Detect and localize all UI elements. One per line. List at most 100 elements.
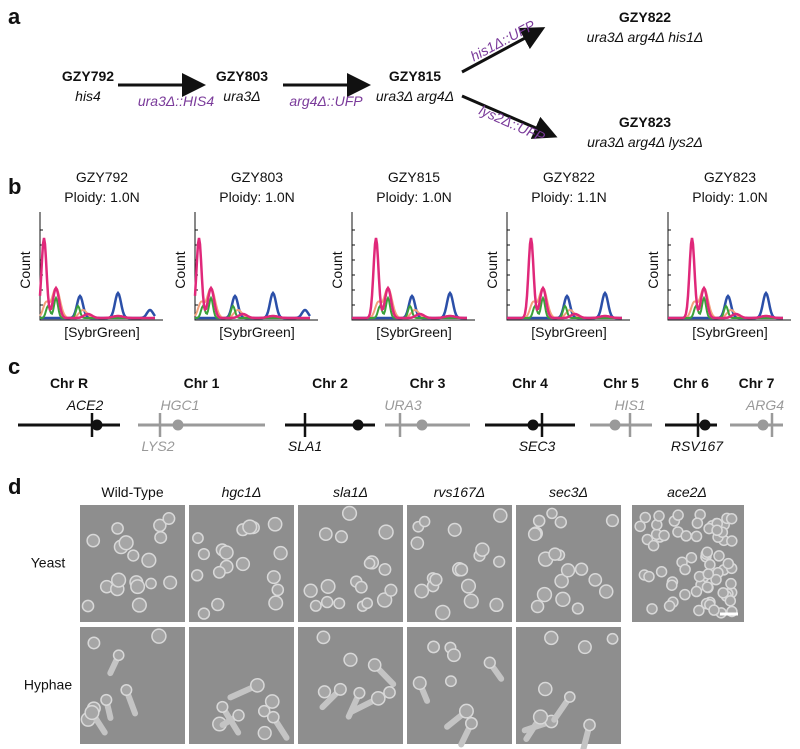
cell <box>658 529 670 542</box>
strain-genotype: ura3Δ <box>223 88 260 104</box>
cell <box>242 519 258 535</box>
histogram-curve <box>195 295 310 319</box>
cell <box>154 530 168 544</box>
plot-ploidy: Ploidy: 1.0N <box>219 189 294 205</box>
cell <box>685 551 698 564</box>
cell <box>378 562 392 576</box>
cell <box>710 573 722 586</box>
histogram-curve <box>668 295 783 319</box>
cell <box>318 527 333 541</box>
x-axis-label: [SybrGreen] <box>531 324 606 340</box>
cell <box>257 725 272 741</box>
column-header: sla1Δ <box>333 484 368 500</box>
cell <box>316 630 331 645</box>
cell <box>598 584 614 599</box>
cell <box>546 507 558 520</box>
gene-name: SLA1 <box>288 438 322 454</box>
histogram-curve <box>40 295 155 319</box>
chromosome-name: Chr 2 <box>312 375 348 391</box>
cell <box>429 573 443 587</box>
cell <box>378 524 394 540</box>
cell <box>267 516 283 532</box>
cell <box>646 603 658 615</box>
strain-name: GZY815 <box>389 68 441 84</box>
column-header: rvs167Δ <box>434 484 485 500</box>
x-axis-label: [SybrGreen] <box>64 324 139 340</box>
cell <box>725 512 738 525</box>
cell <box>537 681 553 697</box>
cell <box>711 524 723 537</box>
cell <box>153 518 167 533</box>
cell <box>212 565 226 579</box>
panel-label: a <box>8 4 21 29</box>
histogram-curve <box>352 237 467 320</box>
arrow-label: his1Δ::UFP <box>468 17 539 65</box>
cell <box>127 549 140 562</box>
cell <box>232 709 245 722</box>
cell <box>672 509 684 521</box>
cell <box>454 562 469 577</box>
cell <box>493 555 506 568</box>
cell <box>370 690 386 706</box>
plot-title: GZY803 <box>231 169 283 185</box>
cell <box>81 599 95 613</box>
cell <box>726 535 738 547</box>
chromosome-name: Chr R <box>50 375 88 391</box>
centromere <box>172 419 184 431</box>
cell <box>655 565 668 578</box>
gene-name: HGC1 <box>161 397 200 413</box>
cell <box>701 581 714 593</box>
micrograph <box>298 627 403 744</box>
cell <box>211 597 225 612</box>
cell <box>679 588 691 601</box>
cell <box>435 604 451 621</box>
cell <box>303 583 318 598</box>
row-label: Yeast <box>31 555 66 571</box>
gene-name: HIS1 <box>614 397 645 413</box>
cell <box>483 656 496 669</box>
cell <box>333 597 346 610</box>
cell <box>354 580 368 594</box>
strain-name: GZY822 <box>619 9 671 25</box>
cell <box>544 630 559 646</box>
cell <box>384 583 398 597</box>
cell <box>717 587 729 599</box>
cell <box>111 522 124 535</box>
cell <box>120 684 133 697</box>
cell <box>555 591 571 608</box>
cell <box>341 505 358 521</box>
cell <box>141 552 157 568</box>
cell <box>666 579 678 591</box>
column-header: hgc1Δ <box>222 484 262 500</box>
centromere <box>416 419 428 431</box>
cell <box>680 530 692 542</box>
cell <box>536 586 553 603</box>
strain-genotype: his4 <box>75 88 101 104</box>
x-axis-label: [SybrGreen] <box>219 324 294 340</box>
cell <box>145 577 157 590</box>
cell <box>367 658 382 672</box>
cell <box>162 512 176 526</box>
centromere <box>609 419 621 431</box>
cell <box>560 563 576 578</box>
histogram-curve <box>38 237 155 320</box>
cell <box>563 691 576 703</box>
cell <box>653 510 665 522</box>
cell <box>643 570 655 583</box>
cell <box>266 570 281 585</box>
micrographs: Wild-Type hgc1Δ sla1Δ rvs167Δ sec3Δ ace2Δ Yeas… <box>24 484 744 749</box>
cell <box>197 548 210 561</box>
cell <box>309 599 322 612</box>
gene-name: LYS2 <box>142 438 175 454</box>
cell <box>574 562 589 576</box>
cell <box>414 583 430 599</box>
cell <box>353 686 366 700</box>
cell <box>446 648 461 663</box>
cell <box>532 709 549 725</box>
cell <box>554 573 569 589</box>
histogram-curve <box>507 237 622 320</box>
column-header: ace2Δ <box>667 484 707 500</box>
cell <box>647 539 660 552</box>
cell <box>463 593 479 609</box>
